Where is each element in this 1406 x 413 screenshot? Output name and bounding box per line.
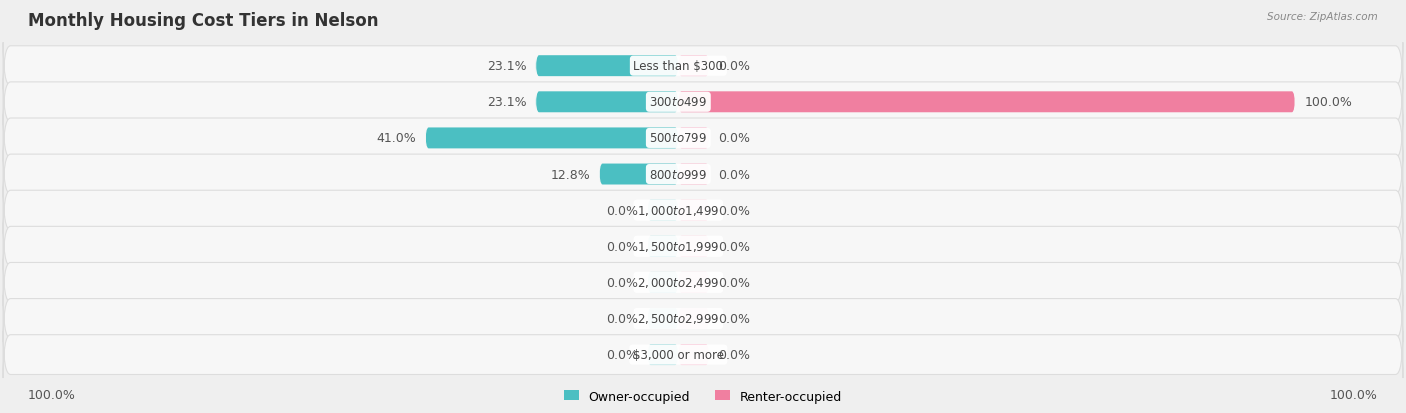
FancyBboxPatch shape (678, 56, 709, 77)
FancyBboxPatch shape (648, 272, 678, 293)
FancyBboxPatch shape (599, 164, 678, 185)
FancyBboxPatch shape (648, 344, 678, 365)
FancyBboxPatch shape (3, 295, 1403, 342)
Text: 0.0%: 0.0% (606, 276, 638, 289)
FancyBboxPatch shape (3, 331, 1403, 378)
Text: $3,000 or more: $3,000 or more (633, 348, 724, 361)
FancyBboxPatch shape (426, 128, 678, 149)
Text: 0.0%: 0.0% (606, 312, 638, 325)
Text: 0.0%: 0.0% (606, 240, 638, 253)
FancyBboxPatch shape (678, 344, 709, 365)
Text: $1,000 to $1,499: $1,000 to $1,499 (637, 204, 720, 218)
Text: 0.0%: 0.0% (606, 348, 638, 361)
FancyBboxPatch shape (678, 308, 709, 329)
FancyBboxPatch shape (3, 151, 1403, 198)
Text: 0.0%: 0.0% (718, 60, 751, 73)
Text: 0.0%: 0.0% (718, 168, 751, 181)
FancyBboxPatch shape (678, 128, 709, 149)
FancyBboxPatch shape (678, 200, 709, 221)
Text: 0.0%: 0.0% (718, 348, 751, 361)
Text: $2,500 to $2,999: $2,500 to $2,999 (637, 312, 720, 326)
FancyBboxPatch shape (678, 236, 709, 257)
FancyBboxPatch shape (3, 187, 1403, 234)
Text: 23.1%: 23.1% (486, 60, 527, 73)
Text: $500 to $799: $500 to $799 (650, 132, 707, 145)
Text: $800 to $999: $800 to $999 (650, 168, 707, 181)
Text: 23.1%: 23.1% (486, 96, 527, 109)
Text: 100.0%: 100.0% (28, 388, 76, 401)
FancyBboxPatch shape (3, 223, 1403, 270)
Text: $1,500 to $1,999: $1,500 to $1,999 (637, 240, 720, 254)
Text: 0.0%: 0.0% (718, 312, 751, 325)
Text: $300 to $499: $300 to $499 (650, 96, 707, 109)
Text: 100.0%: 100.0% (1330, 388, 1378, 401)
Text: $2,000 to $2,499: $2,000 to $2,499 (637, 276, 720, 290)
Text: 0.0%: 0.0% (606, 204, 638, 217)
Text: 41.0%: 41.0% (377, 132, 416, 145)
FancyBboxPatch shape (648, 236, 678, 257)
FancyBboxPatch shape (678, 272, 709, 293)
Text: 100.0%: 100.0% (1305, 96, 1353, 109)
Text: 0.0%: 0.0% (718, 204, 751, 217)
FancyBboxPatch shape (3, 43, 1403, 90)
FancyBboxPatch shape (678, 92, 1295, 113)
FancyBboxPatch shape (536, 56, 678, 77)
Text: Monthly Housing Cost Tiers in Nelson: Monthly Housing Cost Tiers in Nelson (28, 12, 378, 30)
FancyBboxPatch shape (648, 200, 678, 221)
FancyBboxPatch shape (3, 115, 1403, 162)
Legend: Owner-occupied, Renter-occupied: Owner-occupied, Renter-occupied (564, 390, 842, 403)
FancyBboxPatch shape (3, 259, 1403, 306)
Text: 0.0%: 0.0% (718, 132, 751, 145)
FancyBboxPatch shape (678, 164, 709, 185)
Text: Less than $300: Less than $300 (633, 60, 723, 73)
Text: 0.0%: 0.0% (718, 240, 751, 253)
FancyBboxPatch shape (536, 92, 678, 113)
Text: 12.8%: 12.8% (550, 168, 591, 181)
Text: 0.0%: 0.0% (718, 276, 751, 289)
Text: Source: ZipAtlas.com: Source: ZipAtlas.com (1267, 12, 1378, 22)
FancyBboxPatch shape (3, 79, 1403, 126)
FancyBboxPatch shape (648, 308, 678, 329)
